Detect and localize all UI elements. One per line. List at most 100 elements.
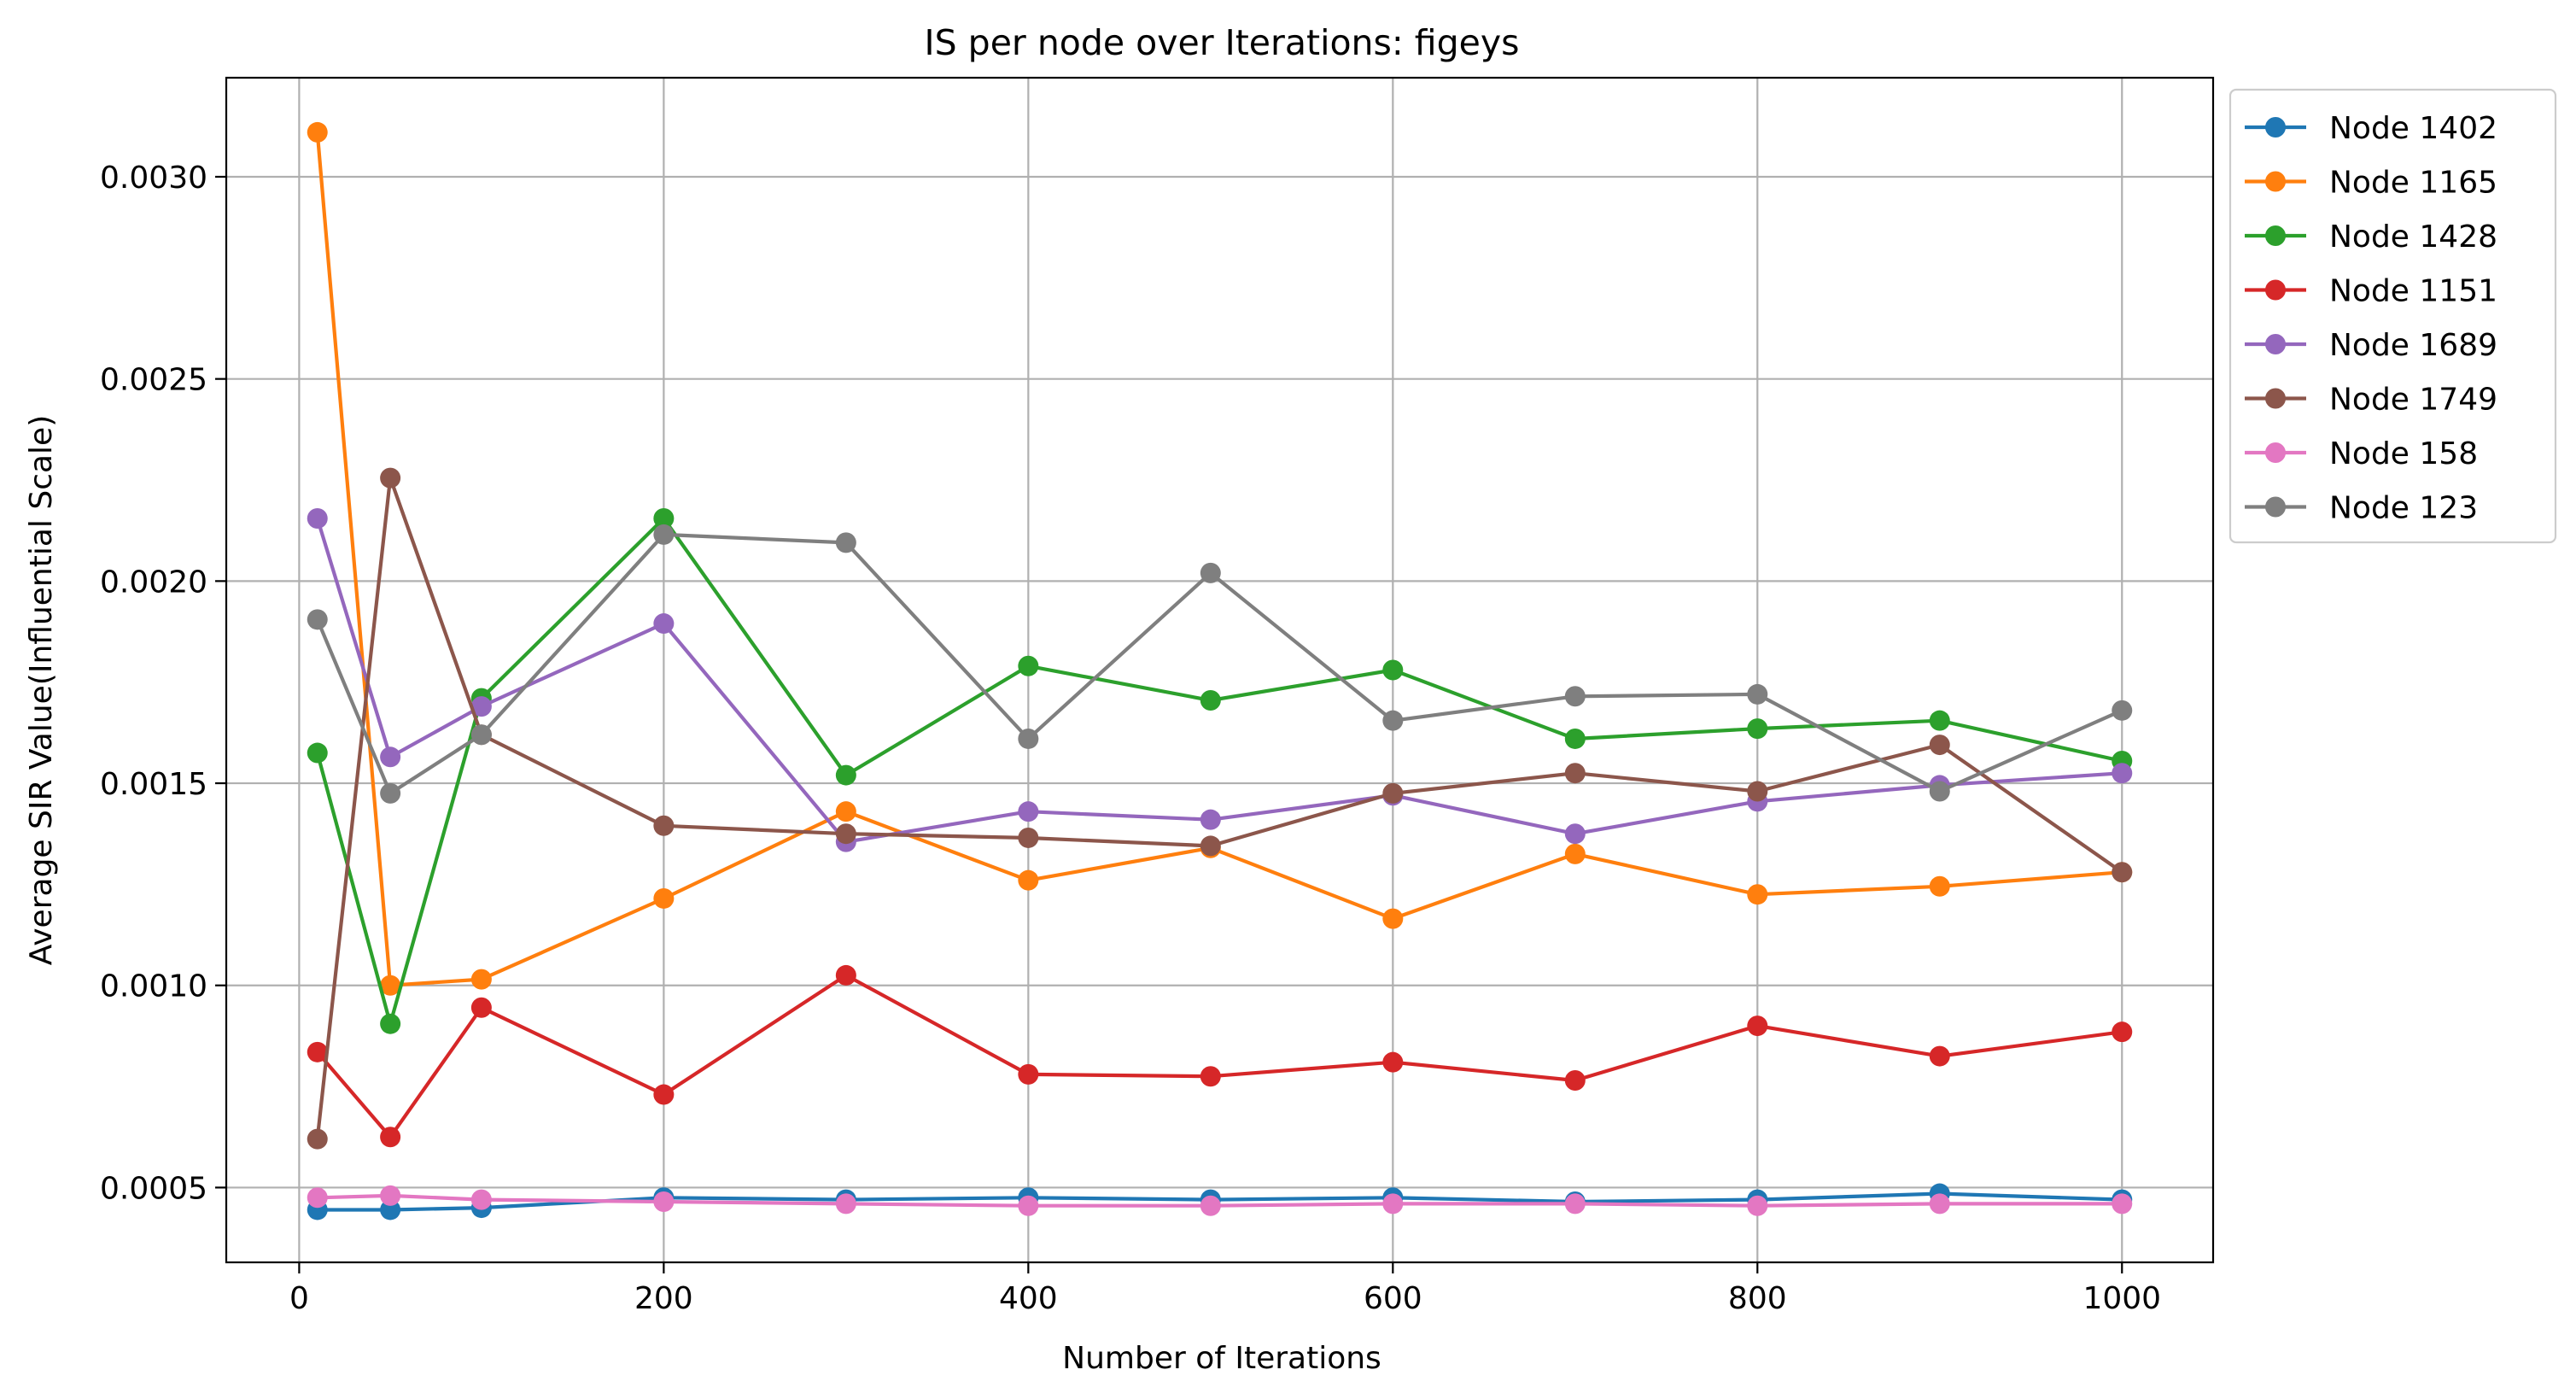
y-tick-label: 0.0010 <box>100 969 207 1004</box>
series-line <box>316 973 2123 1139</box>
data-point <box>380 467 401 489</box>
series-lines <box>307 121 2133 1220</box>
data-point <box>1382 782 1404 804</box>
series-line <box>315 518 2123 844</box>
data-point <box>380 975 401 996</box>
y-tick-label: 0.0005 <box>100 1171 207 1206</box>
data-point <box>1747 718 1768 740</box>
legend-item: Node 1151 <box>2245 274 2497 309</box>
series <box>307 507 2133 1034</box>
legend-label: Node 1428 <box>2329 220 2497 255</box>
data-point <box>1747 1016 1768 1037</box>
data-point <box>1929 1193 1950 1215</box>
data-point <box>470 997 492 1018</box>
x-tick-label: 0 <box>289 1281 309 1316</box>
x-tick-label: 600 <box>1364 1281 1422 1316</box>
data-point <box>2112 763 2133 784</box>
data-point <box>1564 728 1586 749</box>
legend-label: Node 1689 <box>2329 328 2497 363</box>
data-point <box>1564 686 1586 707</box>
data-point <box>380 746 401 768</box>
legend-item: Node 1428 <box>2245 220 2497 255</box>
series <box>307 964 2133 1148</box>
x-axis-label: Number of Iterations <box>1062 1341 1381 1376</box>
data-point <box>307 1128 328 1150</box>
series-line <box>315 516 2123 1026</box>
legend-marker <box>2265 279 2286 301</box>
data-point <box>1200 1066 1221 1087</box>
data-point <box>653 815 675 836</box>
legend-item: Node 123 <box>2245 491 2478 526</box>
legend-label: Node 1165 <box>2329 166 2497 201</box>
data-point <box>470 1189 492 1210</box>
data-point <box>1018 827 1039 848</box>
data-point <box>653 1084 675 1105</box>
data-point <box>1929 735 1950 756</box>
data-point <box>835 1193 856 1215</box>
legend-marker <box>2265 225 2286 246</box>
data-point <box>1564 823 1586 845</box>
data-point <box>1200 809 1221 830</box>
data-point <box>2112 1193 2133 1215</box>
data-point <box>2112 700 2133 721</box>
data-point <box>307 1041 328 1062</box>
data-point <box>1564 763 1586 784</box>
legend-box <box>2228 88 2557 544</box>
data-point <box>1382 659 1404 681</box>
data-point <box>307 609 328 630</box>
data-point <box>1018 1195 1039 1216</box>
legend-marker <box>2265 334 2286 354</box>
data-point <box>1018 801 1039 822</box>
x-tick-label: 1000 <box>2082 1281 2161 1316</box>
data-point <box>1382 1051 1404 1073</box>
data-point <box>1564 1069 1586 1091</box>
data-point <box>835 532 856 553</box>
data-point <box>2112 1021 2133 1043</box>
legend-item: Node 1689 <box>2245 328 2497 363</box>
data-point <box>307 742 328 764</box>
data-point <box>380 1185 401 1206</box>
series <box>307 1185 2133 1216</box>
data-point <box>380 1127 401 1148</box>
legend-item: Node 1165 <box>2245 166 2497 201</box>
data-point <box>835 764 856 786</box>
y-axis-label: Average SIR Value(Influential Scale) <box>24 415 59 966</box>
x-tick-label: 400 <box>999 1281 1058 1316</box>
data-point <box>380 782 401 804</box>
legend-label: Node 123 <box>2329 491 2478 526</box>
chart-title: IS per node over Iterations: figeys <box>925 22 1520 63</box>
data-point <box>1564 843 1586 864</box>
data-point <box>1747 884 1768 905</box>
legend-label: Node 158 <box>2329 436 2478 471</box>
legend-item: Node 1402 <box>2245 111 2497 146</box>
data-point <box>1929 781 1950 802</box>
series <box>307 121 2133 996</box>
data-point <box>653 1191 675 1212</box>
legend-marker <box>2265 171 2286 192</box>
x-tick-label: 200 <box>634 1281 693 1316</box>
x-axis: 0 200 400 600 800 1000 <box>289 1262 2161 1316</box>
data-point <box>470 969 492 990</box>
legend-label: Node 1151 <box>2329 274 2497 309</box>
legend-label: Node 1749 <box>2329 383 2497 418</box>
series <box>307 507 2133 852</box>
data-point <box>1018 1063 1039 1085</box>
series-line <box>317 1193 2123 1208</box>
series <box>307 467 2133 1150</box>
legend-item: Node 158 <box>2245 436 2478 471</box>
y-tick-label: 0.0020 <box>100 565 207 600</box>
data-point <box>835 964 856 986</box>
data-point <box>1929 875 1950 897</box>
data-point <box>653 507 675 529</box>
data-point <box>1200 690 1221 711</box>
plot-frame <box>225 76 2215 1264</box>
series <box>307 524 2133 804</box>
data-point <box>653 887 675 909</box>
data-point <box>1747 781 1768 802</box>
legend-marker <box>2265 442 2286 463</box>
data-point <box>1382 908 1404 929</box>
legend-item: Node 1749 <box>2245 383 2497 418</box>
data-point <box>2112 862 2133 883</box>
data-point <box>1382 710 1404 731</box>
